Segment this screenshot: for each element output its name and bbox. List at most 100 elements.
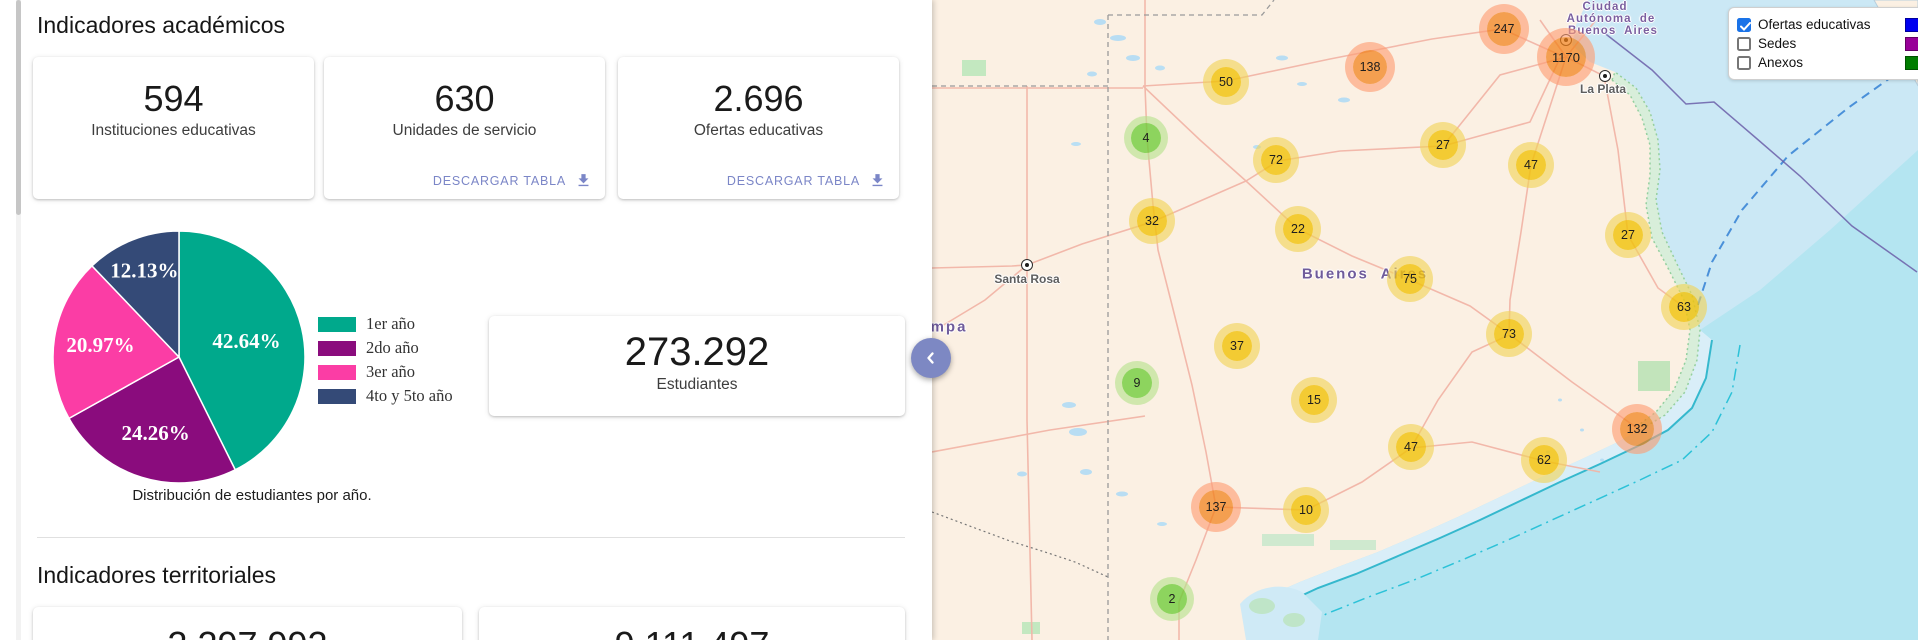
cluster-marker[interactable]: 50 xyxy=(1211,67,1241,97)
cluster-marker[interactable]: 32 xyxy=(1137,206,1167,236)
map-label-region: Autónoma de xyxy=(1566,13,1656,25)
stat-label: Instituciones educativas xyxy=(91,121,256,139)
map-label-region: Ciudad xyxy=(1582,1,1628,13)
cluster-marker[interactable]: 9 xyxy=(1122,368,1152,398)
collapse-panel-button[interactable] xyxy=(911,338,951,378)
cluster-marker[interactable]: 10 xyxy=(1291,495,1321,525)
map-basemap xyxy=(932,0,1918,640)
territorial-section-title: Indicadores territoriales xyxy=(37,562,277,588)
map-label-region: Buenos Aires xyxy=(1568,25,1658,37)
cluster-marker[interactable]: 47 xyxy=(1516,150,1546,180)
stat-card-unidades: 630 Unidades de servicio DESCARGAR TABLA xyxy=(324,57,605,199)
chevron-left-icon xyxy=(927,352,934,364)
legend-label: Ofertas educativas xyxy=(1758,17,1871,32)
territorial-value: 2.297.992 xyxy=(33,627,462,640)
download-table-button[interactable]: DESCARGAR TABLA xyxy=(727,172,886,189)
territorial-card-1: 2.297.992 xyxy=(33,607,462,640)
stat-label: Ofertas educativas xyxy=(693,121,824,139)
legend-row-sedes: Sedes xyxy=(1737,34,1918,53)
panel-scrollbar xyxy=(16,0,21,640)
pie-legend-label: 2do año xyxy=(366,338,419,357)
pie-legend-label: 4to y 5to año xyxy=(366,386,453,405)
cluster-marker[interactable]: 75 xyxy=(1395,264,1425,294)
city-marker-icon xyxy=(1599,70,1611,82)
legend-label: Sedes xyxy=(1758,36,1797,51)
map-layers-legend: Ofertas educativas Sedes Anexos xyxy=(1728,7,1918,80)
pie-slice-percentage: 24.26% xyxy=(121,421,189,445)
download-table-button[interactable]: DESCARGAR TABLA xyxy=(433,172,592,189)
cluster-marker[interactable]: 247 xyxy=(1487,12,1521,46)
pie-legend-item: 4to y 5to año xyxy=(318,384,453,408)
checkbox-ofertas-educativas[interactable] xyxy=(1737,17,1751,32)
pie-slice xyxy=(178,230,306,471)
pie-legend-swatch xyxy=(318,364,356,380)
cluster-marker[interactable]: 27 xyxy=(1613,220,1643,250)
territorial-card-2: 9.111.497 xyxy=(479,607,905,640)
cluster-marker[interactable]: 72 xyxy=(1261,145,1291,175)
download-table-label: DESCARGAR TABLA xyxy=(432,173,566,188)
pie-slice xyxy=(52,264,181,420)
pie-legend-swatch xyxy=(318,316,356,332)
legend-row-ofertas: Ofertas educativas xyxy=(1737,15,1918,34)
stat-label: Unidades de servicio xyxy=(392,121,537,139)
scrollbar-thumb[interactable] xyxy=(16,0,21,215)
academic-section-title: Indicadores académicos xyxy=(37,12,286,38)
pie-legend-item: 1er año xyxy=(318,312,453,336)
stat-value: 594 xyxy=(143,78,204,119)
pie-legend-item: 3er año xyxy=(318,360,453,384)
cluster-marker[interactable]: 62 xyxy=(1529,445,1559,475)
students-value: 273.292 xyxy=(624,330,770,374)
cluster-marker[interactable]: 138 xyxy=(1353,50,1387,84)
cluster-marker[interactable]: 15 xyxy=(1299,385,1329,415)
territorial-value: 9.111.497 xyxy=(479,627,905,640)
download-table-label: DESCARGAR TABLA xyxy=(726,173,860,188)
cluster-marker[interactable]: 2 xyxy=(1157,584,1187,614)
pie-legend-label: 3er año xyxy=(366,362,416,381)
cluster-marker[interactable]: 47 xyxy=(1396,432,1426,462)
checkbox-anexos[interactable] xyxy=(1737,55,1751,70)
cluster-marker[interactable]: 73 xyxy=(1494,319,1524,349)
section-divider xyxy=(37,537,905,538)
legend-row-anexos: Anexos xyxy=(1737,53,1918,72)
checkbox-sedes[interactable] xyxy=(1737,36,1751,51)
cluster-marker[interactable]: 63 xyxy=(1669,292,1699,322)
stat-value: 630 xyxy=(434,78,495,119)
pie-slice xyxy=(67,355,237,484)
pie-chart-legend: 1er año 2do año 3er año 4to y 5to año xyxy=(318,312,453,408)
download-icon xyxy=(578,174,589,187)
map-label-city: Santa Rosa xyxy=(994,272,1060,286)
cluster-marker[interactable]: 27 xyxy=(1428,130,1458,160)
stat-card-instituciones: 594 Instituciones educativas xyxy=(33,57,314,199)
pie-slice-percentage: 42.64% xyxy=(212,329,280,353)
stat-value: 2.696 xyxy=(713,78,804,119)
stat-card-ofertas: 2.696 Ofertas educativas DESCARGAR TABLA xyxy=(618,57,899,199)
legend-label: Anexos xyxy=(1758,55,1804,70)
students-label: Estudiantes xyxy=(656,376,738,393)
pie-slice-percentage: 12.13% xyxy=(110,258,178,282)
anexos-color-swatch xyxy=(1905,55,1918,70)
sedes-color-swatch xyxy=(1905,36,1918,51)
pie-chart-caption: Distribución de estudiantes por año. xyxy=(132,487,372,504)
cluster-marker[interactable]: 132 xyxy=(1620,412,1654,446)
students-pie-chart: 42.64% 24.26% 20.97% 12.13% xyxy=(52,230,306,484)
students-card: 273.292 Estudiantes xyxy=(489,316,905,416)
pie-slice-percentage: 20.97% xyxy=(66,333,134,357)
cluster-marker[interactable]: 4 xyxy=(1131,123,1161,153)
indicators-panel: Indicadores académicos 594 Instituciones… xyxy=(0,0,932,640)
map-canvas[interactable]: Santa Rosa La Plata Buenos Aires mpa Ciudad A… xyxy=(930,0,1918,640)
city-marker-icon xyxy=(1021,259,1033,271)
pie-legend-swatch xyxy=(318,340,356,356)
cluster-marker[interactable]: 1170 xyxy=(1546,37,1586,77)
cluster-marker[interactable]: 37 xyxy=(1222,331,1252,361)
map-label-city: La Plata xyxy=(1579,82,1627,96)
pie-slice xyxy=(90,230,180,359)
ofertas-color-swatch xyxy=(1905,17,1918,32)
pie-legend-item: 2do año xyxy=(318,336,453,360)
pie-legend-swatch xyxy=(318,388,356,404)
download-icon xyxy=(872,174,883,187)
pie-legend-label: 1er año xyxy=(366,314,416,333)
cluster-marker[interactable]: 22 xyxy=(1283,214,1313,244)
map-label-province: mpa xyxy=(930,318,968,336)
cluster-marker[interactable]: 137 xyxy=(1199,490,1233,524)
